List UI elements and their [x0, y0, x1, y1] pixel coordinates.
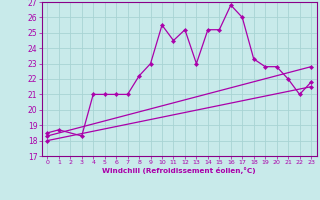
X-axis label: Windchill (Refroidissement éolien,°C): Windchill (Refroidissement éolien,°C) — [102, 167, 256, 174]
